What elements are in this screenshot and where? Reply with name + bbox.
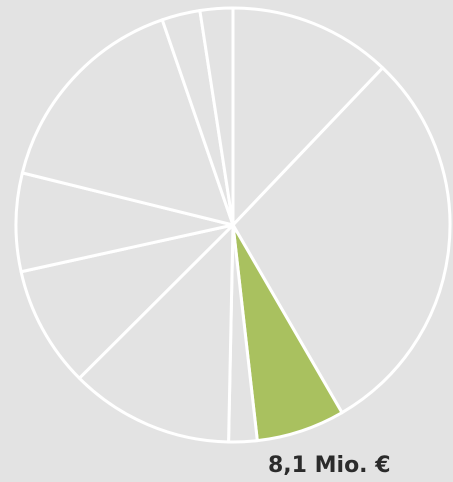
pie-slice — [231, 66, 452, 415]
pie-slice — [20, 18, 235, 227]
slice-label: 8,1 Mio. € — [268, 453, 391, 478]
pie-slice — [19, 223, 235, 380]
pie-slice — [231, 6, 385, 227]
pie-slice — [198, 6, 235, 227]
pie-slice — [14, 171, 235, 274]
pie-slice — [77, 223, 235, 444]
